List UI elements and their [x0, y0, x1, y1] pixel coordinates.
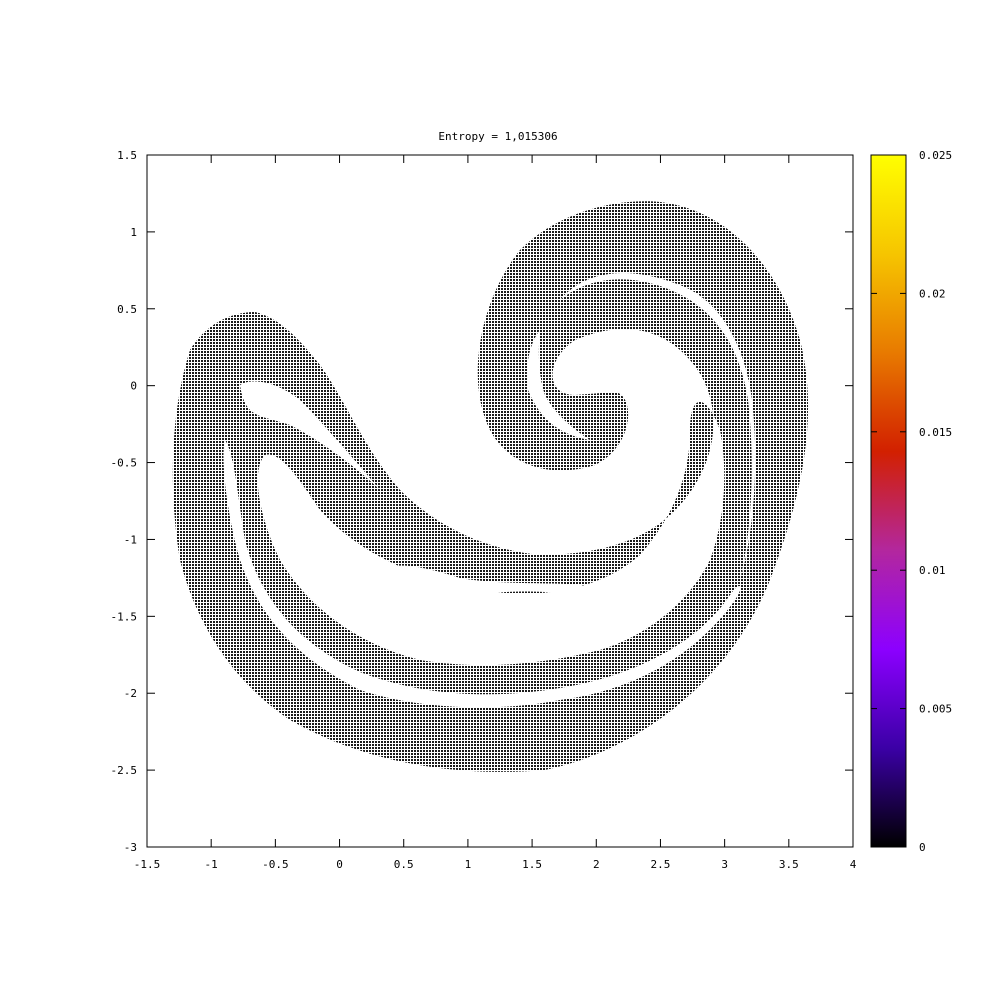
x-tick-label: 1	[465, 858, 472, 871]
x-tick-label: 4	[850, 858, 857, 871]
x-tick-label: 3	[721, 858, 728, 871]
x-tick-label: -1	[205, 858, 218, 871]
y-tick-label: 0	[130, 380, 137, 393]
y-tick-label: -1.5	[111, 610, 138, 623]
colorbar-tick-label: 0.015	[919, 426, 952, 439]
density-gap	[389, 565, 584, 600]
x-axis: -1.5 -1 -0.5 0 0.5 1 1.5 2 2.5 3 3.5 4	[134, 155, 857, 871]
y-tick-label: 1	[130, 226, 137, 239]
x-tick-label: 0	[336, 858, 343, 871]
x-tick-label: -1.5	[134, 858, 161, 871]
plot-border	[146, 154, 854, 848]
y-tick-label: -0.5	[111, 457, 138, 470]
colorbar-tick-label: 0.005	[919, 703, 952, 716]
y-tick-label: -1	[124, 533, 137, 546]
density-region	[172, 201, 809, 772]
x-tick-label: 2.5	[651, 858, 671, 871]
colorbar-tick-label: 0	[919, 841, 926, 854]
colorbar-axis: 0.025 0.02 0.015 0.01 0.005 0	[871, 149, 952, 854]
colorbar	[870, 154, 907, 848]
x-tick-label: -0.5	[262, 858, 289, 871]
colorbar-tick-label: 0.025	[919, 149, 952, 162]
x-tick-label: 2	[593, 858, 600, 871]
y-tick-label: -3	[124, 841, 137, 854]
y-tick-label: -2	[124, 687, 137, 700]
y-tick-label: 0.5	[117, 303, 137, 316]
colorbar-tick-label: 0.02	[919, 287, 946, 300]
y-axis: 1.5 1 0.5 0 -0.5 -1 -1.5 -2 -2.5 -3	[111, 149, 853, 854]
y-tick-label: 1.5	[117, 149, 137, 162]
y-tick-label: -2.5	[111, 764, 138, 777]
density-field	[172, 201, 809, 772]
colorbar-tick-label: 0.01	[919, 564, 946, 577]
x-tick-label: 0.5	[394, 858, 414, 871]
chart-title: Entropy = 1,015306	[438, 130, 557, 143]
x-tick-label: 1.5	[522, 858, 542, 871]
density-gap	[319, 583, 520, 663]
x-tick-label: 3.5	[779, 858, 799, 871]
